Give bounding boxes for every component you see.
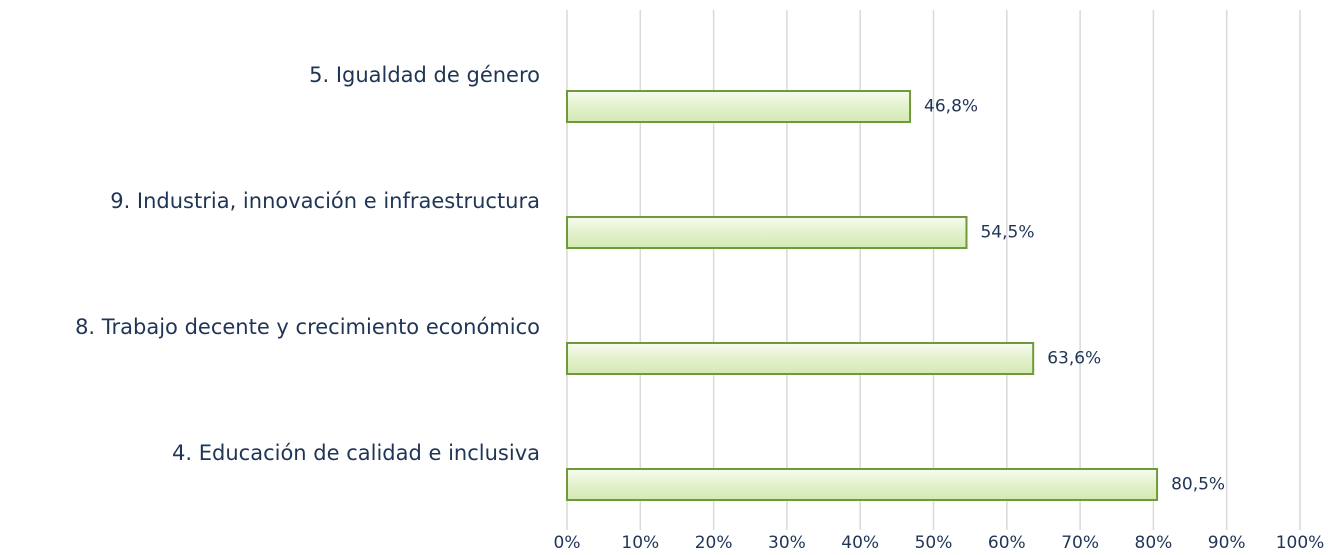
- bar: [566, 468, 1159, 501]
- category-label: 4. Educación de calidad e inclusiva: [172, 441, 540, 465]
- bar: [566, 342, 1035, 375]
- x-tick-label: 70%: [1061, 533, 1099, 553]
- x-tick-label: 100%: [1276, 533, 1325, 553]
- bar: [566, 90, 912, 123]
- value-label: 54,5%: [980, 223, 1034, 243]
- category-label: 8. Trabajo decente y crecimiento económi…: [75, 315, 540, 339]
- category-label: 9. Industria, innovación e infraestructu…: [110, 189, 540, 213]
- value-label: 80,5%: [1171, 475, 1225, 495]
- x-tick-label: 60%: [988, 533, 1026, 553]
- x-tick-label: 80%: [1135, 533, 1173, 553]
- x-tick-label: 0%: [554, 533, 581, 553]
- category-label: 5. Igualdad de género: [309, 63, 540, 87]
- value-label: 63,6%: [1047, 349, 1101, 369]
- bar: [566, 216, 968, 249]
- x-tick-label: 10%: [621, 533, 659, 553]
- x-tick-label: 30%: [768, 533, 806, 553]
- x-tick-label: 50%: [915, 533, 953, 553]
- x-tick-label: 20%: [695, 533, 733, 553]
- x-tick-label: 90%: [1208, 533, 1246, 553]
- x-tick-label: 40%: [841, 533, 879, 553]
- value-label: 46,8%: [924, 97, 978, 117]
